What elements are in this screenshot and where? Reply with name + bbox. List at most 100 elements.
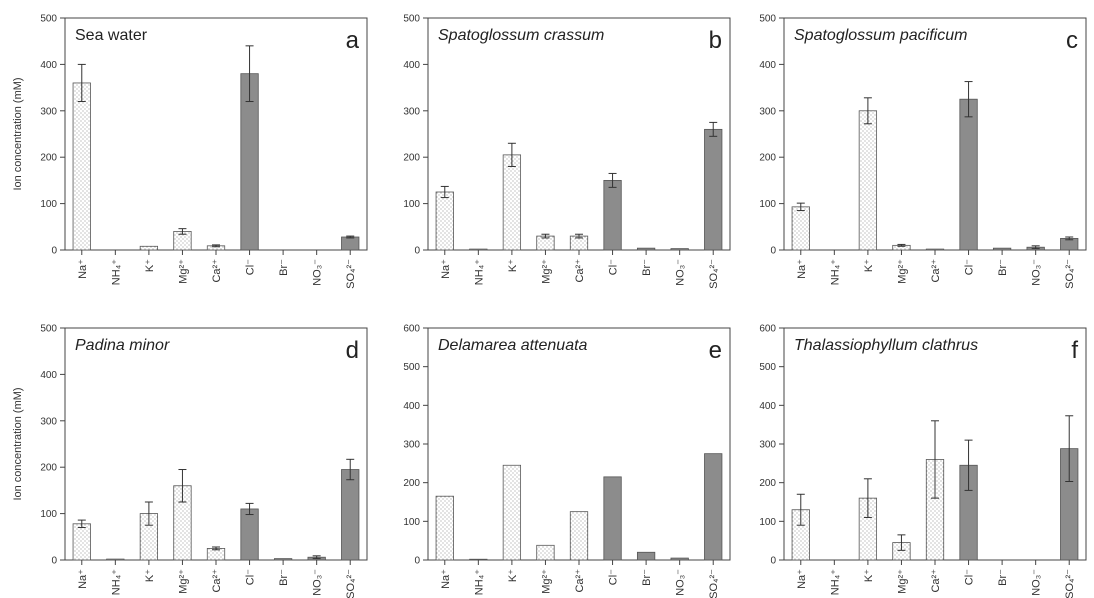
y-tick-label: 300 <box>759 106 776 117</box>
bar-e-2 <box>502 464 522 561</box>
category-label: NO₃⁻ <box>312 259 324 286</box>
category-label: Br⁻ <box>278 569 290 586</box>
category-label: NO₃⁻ <box>1031 259 1043 286</box>
panel-frame <box>783 17 1087 251</box>
category-label: Mg²⁺ <box>896 259 908 284</box>
y-tick-label: 500 <box>759 14 776 25</box>
category-label: SO₄²⁻ <box>1064 259 1076 289</box>
chart-panel-a: 0 100 200 300 400 500 Ion concentration (mM) Se… <box>12 14 368 289</box>
bar-c-2 <box>858 110 878 251</box>
y-tick-label: 100 <box>403 517 420 528</box>
category-label: Ca²⁺ <box>930 569 942 593</box>
y-tick-label: 200 <box>403 478 420 489</box>
y-axis-label: Ion concentration (mM) <box>12 387 24 500</box>
category-label: SO₄²⁻ <box>345 259 357 289</box>
category-label: Cl⁻ <box>964 569 976 585</box>
category-label: Br⁻ <box>278 259 290 276</box>
category-label: Cl⁻ <box>608 569 620 585</box>
panel-frame <box>427 17 731 251</box>
y-tick-label: 0 <box>414 556 420 567</box>
bar-e-4 <box>569 511 589 561</box>
y-tick-label: 400 <box>403 60 420 71</box>
category-label: K⁺ <box>507 569 519 582</box>
bar-d-5 <box>240 508 259 561</box>
chart-panel-c: 0 100 200 300 400 500 Spatoglossum pacificum c N… <box>759 14 1087 289</box>
bar-e-5 <box>603 476 622 561</box>
bar-b-5 <box>603 179 622 251</box>
category-label: NH₄⁺ <box>473 569 485 595</box>
bar-c-6 <box>992 247 1012 251</box>
category-label: Mg²⁺ <box>177 569 189 594</box>
bar-d-0 <box>72 523 91 561</box>
category-label: Na⁺ <box>440 259 452 279</box>
category-label: Ca²⁺ <box>574 569 586 593</box>
y-tick-label: 100 <box>759 199 776 210</box>
bar-d-6 <box>273 558 293 561</box>
y-tick-label: 500 <box>759 362 776 373</box>
category-label: Mg²⁺ <box>540 569 552 594</box>
category-label: SO₄²⁻ <box>345 569 357 598</box>
y-tick-label: 600 <box>759 324 776 335</box>
y-tick-label: 500 <box>403 14 420 25</box>
category-label: K⁺ <box>863 569 875 582</box>
category-label: NO₃⁻ <box>675 569 687 596</box>
y-tick-label: 100 <box>759 517 776 528</box>
panel-frame <box>64 17 368 251</box>
chart-panel-f: 0 100 200 300 400 500 600 Thalassiophyllum clat… <box>759 324 1087 598</box>
category-label: NH₄⁺ <box>110 259 122 285</box>
bar-b-1 <box>469 248 488 251</box>
y-tick-label: 300 <box>759 440 776 451</box>
bar-e-1 <box>469 558 488 561</box>
y-tick-label: 0 <box>770 556 776 567</box>
bar-d-1 <box>106 558 125 561</box>
panel-title: Spatoglossum crassum <box>438 27 604 44</box>
y-tick-label: 0 <box>414 246 420 257</box>
panel-title: Sea water <box>75 27 148 44</box>
y-tick-label: 500 <box>40 324 57 335</box>
panel-letter: f <box>1071 337 1078 364</box>
category-label: NO₃⁻ <box>675 259 687 286</box>
bar-b-7 <box>670 248 689 251</box>
y-tick-label: 500 <box>40 14 57 25</box>
bar-e-6 <box>636 551 656 561</box>
bar-b-8 <box>704 128 723 251</box>
bar-a-8 <box>341 236 360 251</box>
chart-panel-d: 0 100 200 300 400 500 Ion concentration (mM) Pa… <box>12 324 368 598</box>
category-label: Mg²⁺ <box>177 259 189 284</box>
panel-letter: e <box>709 337 722 364</box>
y-tick-label: 400 <box>759 401 776 412</box>
category-label: Cl⁻ <box>964 259 976 275</box>
y-tick-label: 500 <box>403 362 420 373</box>
y-tick-label: 200 <box>759 478 776 489</box>
category-label: NO₃⁻ <box>1031 569 1043 596</box>
bar-e-8 <box>704 453 723 561</box>
bar-c-0 <box>791 206 810 251</box>
category-label: Na⁺ <box>796 259 808 279</box>
panel-title: Spatoglossum pacificum <box>794 27 967 44</box>
y-tick-label: 200 <box>40 463 57 474</box>
bar-a-0 <box>72 82 91 251</box>
panel-letter: a <box>346 27 360 54</box>
category-label: K⁺ <box>144 569 156 582</box>
bar-b-6 <box>636 247 656 251</box>
y-tick-label: 0 <box>51 246 57 257</box>
category-label: Mg²⁺ <box>540 259 552 284</box>
category-label: Ca²⁺ <box>211 259 223 283</box>
category-label: SO₄²⁻ <box>708 259 720 289</box>
y-axis-label: Ion concentration (mM) <box>12 77 24 190</box>
y-tick-label: 400 <box>403 401 420 412</box>
category-label: Br⁻ <box>997 259 1009 276</box>
panel-letter: c <box>1066 27 1078 54</box>
chart-panel-e: 0 100 200 300 400 500 600 Delamarea attenuata e N… <box>403 324 731 598</box>
category-label: Na⁺ <box>440 569 452 589</box>
category-label: NH₄⁺ <box>829 569 841 595</box>
category-label: Na⁺ <box>77 259 89 279</box>
category-label: K⁺ <box>863 259 875 272</box>
category-label: Br⁻ <box>641 569 653 586</box>
category-label: SO₄²⁻ <box>1064 569 1076 598</box>
panel-title: Delamarea attenuata <box>438 337 588 354</box>
y-tick-label: 100 <box>40 199 57 210</box>
y-tick-label: 400 <box>759 60 776 71</box>
category-label: Ca²⁺ <box>574 259 586 283</box>
category-label: Ca²⁺ <box>930 259 942 283</box>
